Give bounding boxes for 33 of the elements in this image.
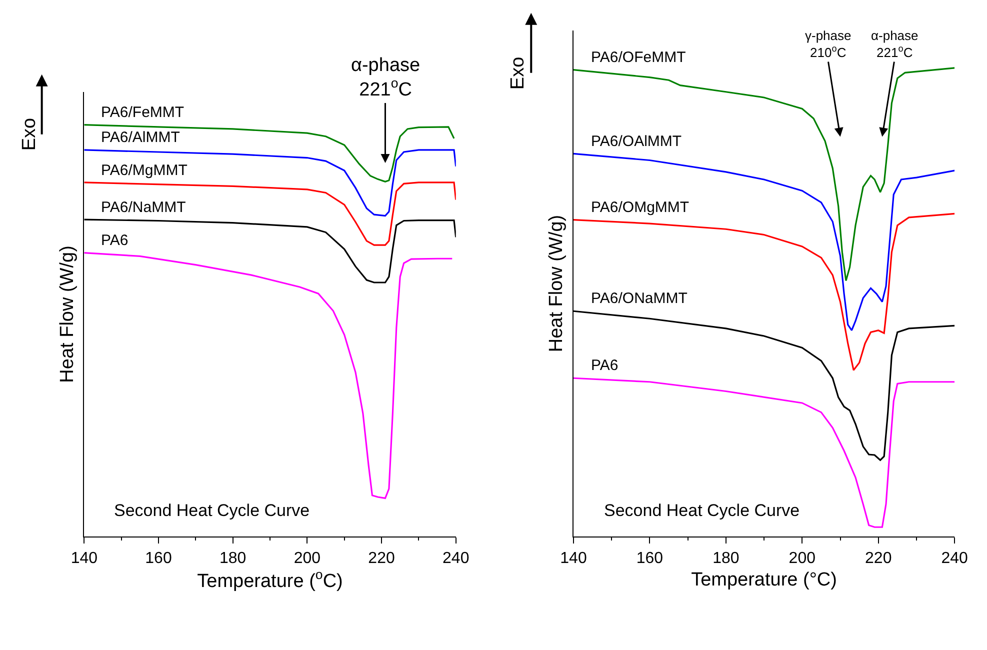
series-label: PA6/OAlMMT bbox=[591, 133, 682, 150]
x-tick-label: 180 bbox=[219, 550, 246, 567]
x-tick-label: 220 bbox=[865, 550, 892, 567]
x-axis-title: Temperature (°C) bbox=[691, 570, 837, 591]
annotation: Second Heat Cycle Curve bbox=[604, 501, 800, 520]
x-tick-label: 220 bbox=[368, 550, 395, 567]
series-label: PA6/AlMMT bbox=[101, 129, 180, 146]
text: γ-phase 210$^{o}$C bbox=[805, 28, 852, 60]
series-label: PA6/OFeMMT bbox=[591, 49, 686, 66]
series-label: PA6/FeMMT bbox=[101, 104, 184, 121]
x-tick-label: 240 bbox=[941, 550, 968, 567]
y-axis-title: Heat Flow (W/g) bbox=[546, 214, 568, 352]
x-tick-label: 200 bbox=[294, 550, 321, 567]
series-label: PA6/ONaMMT bbox=[591, 290, 688, 307]
text: Exo bbox=[508, 56, 529, 90]
x-tick-label: 140 bbox=[560, 550, 587, 567]
annotation: Second Heat Cycle Curve bbox=[114, 501, 310, 520]
text: α-phase 221$^{o}$C bbox=[871, 28, 918, 60]
x-tick-label: 140 bbox=[70, 550, 98, 567]
series-label: PA6/OMgMMT bbox=[591, 199, 690, 216]
text: Exo bbox=[18, 118, 40, 151]
x-tick-label: 240 bbox=[442, 550, 470, 567]
x-tick-label: 160 bbox=[636, 550, 664, 567]
y-axis-title: Heat Flow (W/g) bbox=[56, 246, 78, 383]
x-tick-label: 180 bbox=[712, 550, 740, 567]
x-axis-title: Temperature ($^{o}$C) bbox=[197, 566, 343, 592]
series-label: PA6 bbox=[591, 357, 618, 374]
series-label: PA6/NaMMT bbox=[101, 199, 186, 216]
series-label: PA6/MgMMT bbox=[101, 162, 188, 179]
x-tick-label: 200 bbox=[788, 550, 816, 567]
text: α-phase 221$^{o}$C bbox=[351, 55, 420, 101]
x-tick-label: 160 bbox=[145, 550, 172, 567]
series-label: PA6 bbox=[101, 232, 128, 249]
